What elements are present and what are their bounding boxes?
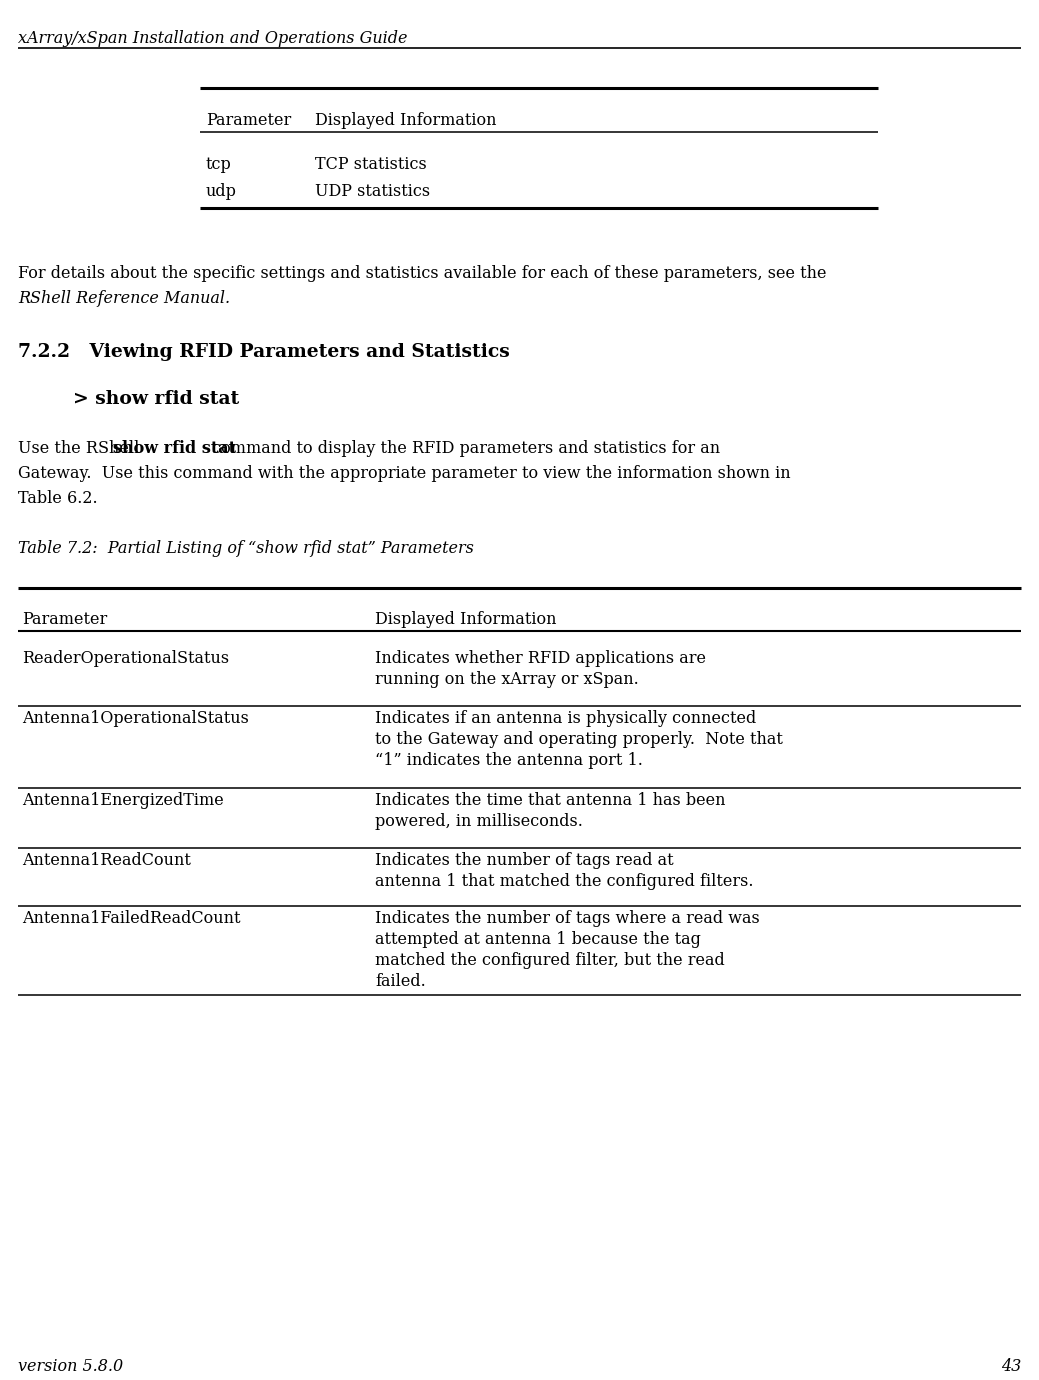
Text: TCP statistics: TCP statistics (315, 156, 427, 172)
Text: Use the RShell: Use the RShell (18, 440, 144, 457)
Text: Parameter: Parameter (22, 611, 107, 628)
Text: Antenna1EnergizedTime: Antenna1EnergizedTime (22, 792, 223, 809)
Text: Antenna1OperationalStatus: Antenna1OperationalStatus (22, 709, 249, 727)
Text: xArray/xSpan Installation and Operations Guide: xArray/xSpan Installation and Operations… (18, 30, 407, 47)
Text: show rfid stat: show rfid stat (113, 440, 236, 457)
Text: version 5.8.0: version 5.8.0 (18, 1358, 124, 1374)
Text: 43: 43 (1001, 1358, 1021, 1374)
Text: Parameter: Parameter (206, 112, 291, 128)
Text: Indicates if an antenna is physically connected: Indicates if an antenna is physically co… (375, 709, 756, 727)
Text: ReaderOperationalStatus: ReaderOperationalStatus (22, 650, 230, 667)
Text: udp: udp (206, 184, 237, 200)
Text: Antenna1FailedReadCount: Antenna1FailedReadCount (22, 909, 240, 927)
Text: 7.2.2   Viewing RFID Parameters and Statistics: 7.2.2 Viewing RFID Parameters and Statis… (18, 344, 510, 362)
Text: Table 6.2.: Table 6.2. (18, 490, 98, 506)
Text: Displayed Information: Displayed Information (315, 112, 497, 128)
Text: Gateway.  Use this command with the appropriate parameter to view the informatio: Gateway. Use this command with the appro… (18, 465, 791, 482)
Text: running on the xArray or xSpan.: running on the xArray or xSpan. (375, 671, 639, 689)
Text: Table 7.2:  Partial Listing of “show rfid stat” Parameters: Table 7.2: Partial Listing of “show rfid… (18, 540, 474, 558)
Text: attempted at antenna 1 because the tag: attempted at antenna 1 because the tag (375, 932, 701, 948)
Text: “1” indicates the antenna port 1.: “1” indicates the antenna port 1. (375, 752, 643, 769)
Text: command to display the RFID parameters and statistics for an: command to display the RFID parameters a… (207, 440, 720, 457)
Text: failed.: failed. (375, 973, 426, 989)
Text: tcp: tcp (206, 156, 232, 172)
Text: UDP statistics: UDP statistics (315, 184, 430, 200)
Text: Indicates the number of tags where a read was: Indicates the number of tags where a rea… (375, 909, 760, 927)
Text: matched the configured filter, but the read: matched the configured filter, but the r… (375, 952, 725, 969)
Text: antenna 1 that matched the configured filters.: antenna 1 that matched the configured fi… (375, 874, 753, 890)
Text: Antenna1ReadCount: Antenna1ReadCount (22, 851, 191, 869)
Text: RShell Reference Manual.: RShell Reference Manual. (18, 290, 230, 306)
Text: powered, in milliseconds.: powered, in milliseconds. (375, 813, 583, 829)
Text: Indicates the number of tags read at: Indicates the number of tags read at (375, 851, 673, 869)
Text: For details about the specific settings and statistics available for each of the: For details about the specific settings … (18, 265, 826, 282)
Text: Displayed Information: Displayed Information (375, 611, 557, 628)
Text: to the Gateway and operating properly.  Note that: to the Gateway and operating properly. N… (375, 731, 782, 748)
Text: > show rfid stat: > show rfid stat (73, 391, 239, 408)
Text: Indicates the time that antenna 1 has been: Indicates the time that antenna 1 has be… (375, 792, 725, 809)
Text: Indicates whether RFID applications are: Indicates whether RFID applications are (375, 650, 705, 667)
